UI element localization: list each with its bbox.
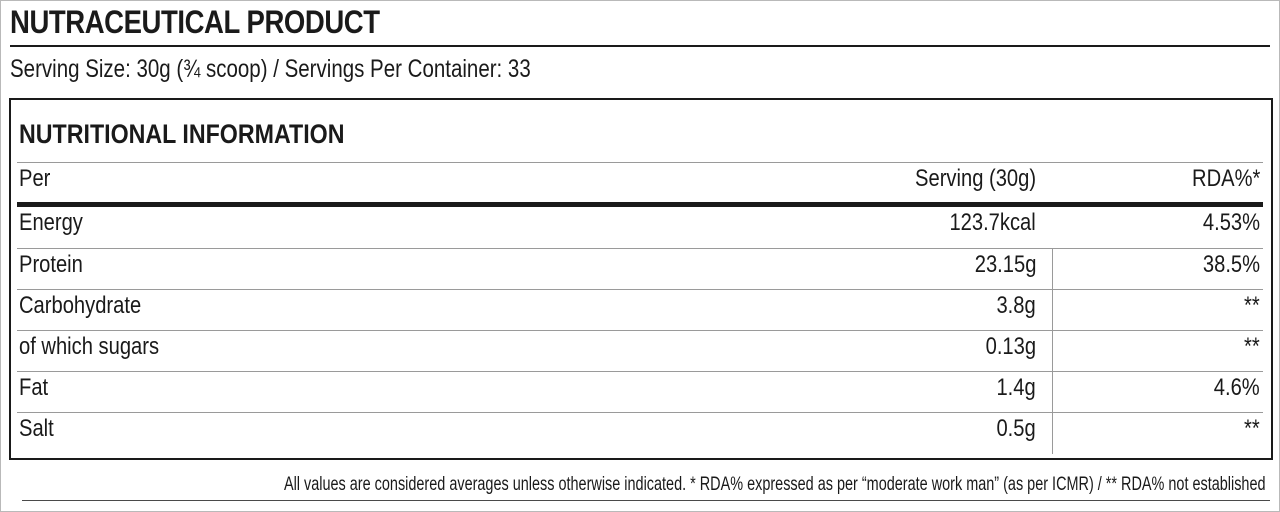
nutrient-rda-value: 4.6% <box>1214 374 1260 401</box>
serving-info: Serving Size: 30g (¾ scoop) / Servings P… <box>10 55 531 83</box>
nutrient-name: of which sugars <box>19 333 160 360</box>
nutrient-serving-value: 1.4g <box>996 374 1036 401</box>
nutrient-rda-value: ** <box>1244 292 1260 319</box>
nutrient-rda-value: 38.5% <box>1202 251 1260 278</box>
nutrient-serving-value: 3.8g <box>996 292 1036 319</box>
footnote: All values are considered averages unles… <box>284 474 1266 495</box>
table-header-row: Per Serving (30g) RDA%* <box>17 162 1263 203</box>
table-heading: NUTRITIONAL INFORMATION <box>19 119 345 149</box>
table-row: Protein 23.15g 38.5% <box>17 248 1263 290</box>
nutrient-serving-value: 0.13g <box>985 333 1036 360</box>
nutrient-serving-value: 0.5g <box>996 415 1036 442</box>
column-divider <box>1052 248 1053 454</box>
nutrient-name: Protein <box>19 251 83 278</box>
table-row: Salt 0.5g ** <box>17 412 1263 453</box>
table-row: of which sugars 0.13g ** <box>17 330 1263 372</box>
nutrient-name: Salt <box>19 415 54 442</box>
column-header-rda: RDA%* <box>1191 165 1260 192</box>
title-divider <box>10 45 1270 47</box>
table-row: Fat 1.4g 4.6% <box>17 371 1263 413</box>
nutrient-rda-value: ** <box>1244 415 1260 442</box>
column-header-per: Per <box>19 165 51 192</box>
nutrient-serving-value: 23.15g <box>974 251 1036 278</box>
nutrient-rda-value: 4.53% <box>1202 209 1260 236</box>
nutrient-serving-value: 123.7kcal <box>949 209 1036 236</box>
nutrient-rda-value: ** <box>1244 333 1260 360</box>
nutrient-name: Energy <box>19 209 83 236</box>
product-title: NUTRACEUTICAL PRODUCT <box>10 4 380 40</box>
nutrient-name: Fat <box>19 374 49 401</box>
nutrition-table: NUTRITIONAL INFORMATION Per Serving (30g… <box>9 98 1273 460</box>
table-row: Energy 123.7kcal 4.53% <box>17 202 1263 247</box>
table-row: Carbohydrate 3.8g ** <box>17 289 1263 331</box>
nutrient-name: Carbohydrate <box>19 292 142 319</box>
column-header-serving: Serving (30g) <box>914 165 1036 192</box>
footnote-divider <box>22 500 1270 501</box>
